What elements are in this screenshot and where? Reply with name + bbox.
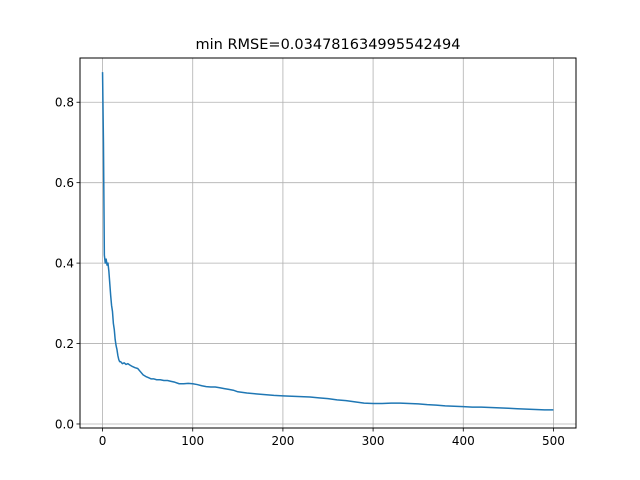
y-tick-label: 0.8 [55, 96, 74, 110]
chart-title: min RMSE=0.034781634995542494 [196, 37, 461, 53]
series-group [101, 72, 554, 411]
y-tick-label: 0.2 [55, 337, 74, 351]
x-tick-label: 200 [271, 434, 294, 448]
plot-frame [79, 57, 577, 429]
x-tick-label: 500 [542, 434, 565, 448]
y-tick-label: 0.4 [55, 256, 74, 270]
x-tick-label: 400 [452, 434, 475, 448]
y-tick-label: 0.6 [55, 176, 74, 190]
gridlines [80, 58, 576, 428]
x-axis: 0 100 200 300 400 500 [99, 428, 565, 448]
x-tick-label: 0 [99, 434, 107, 448]
y-tick-label: 0.0 [55, 417, 74, 431]
x-tick-label: 300 [362, 434, 385, 448]
y-axis: 0.0 0.2 0.4 0.6 0.8 [55, 96, 80, 431]
x-tick-label: 100 [181, 434, 204, 448]
series-line [101, 72, 554, 411]
